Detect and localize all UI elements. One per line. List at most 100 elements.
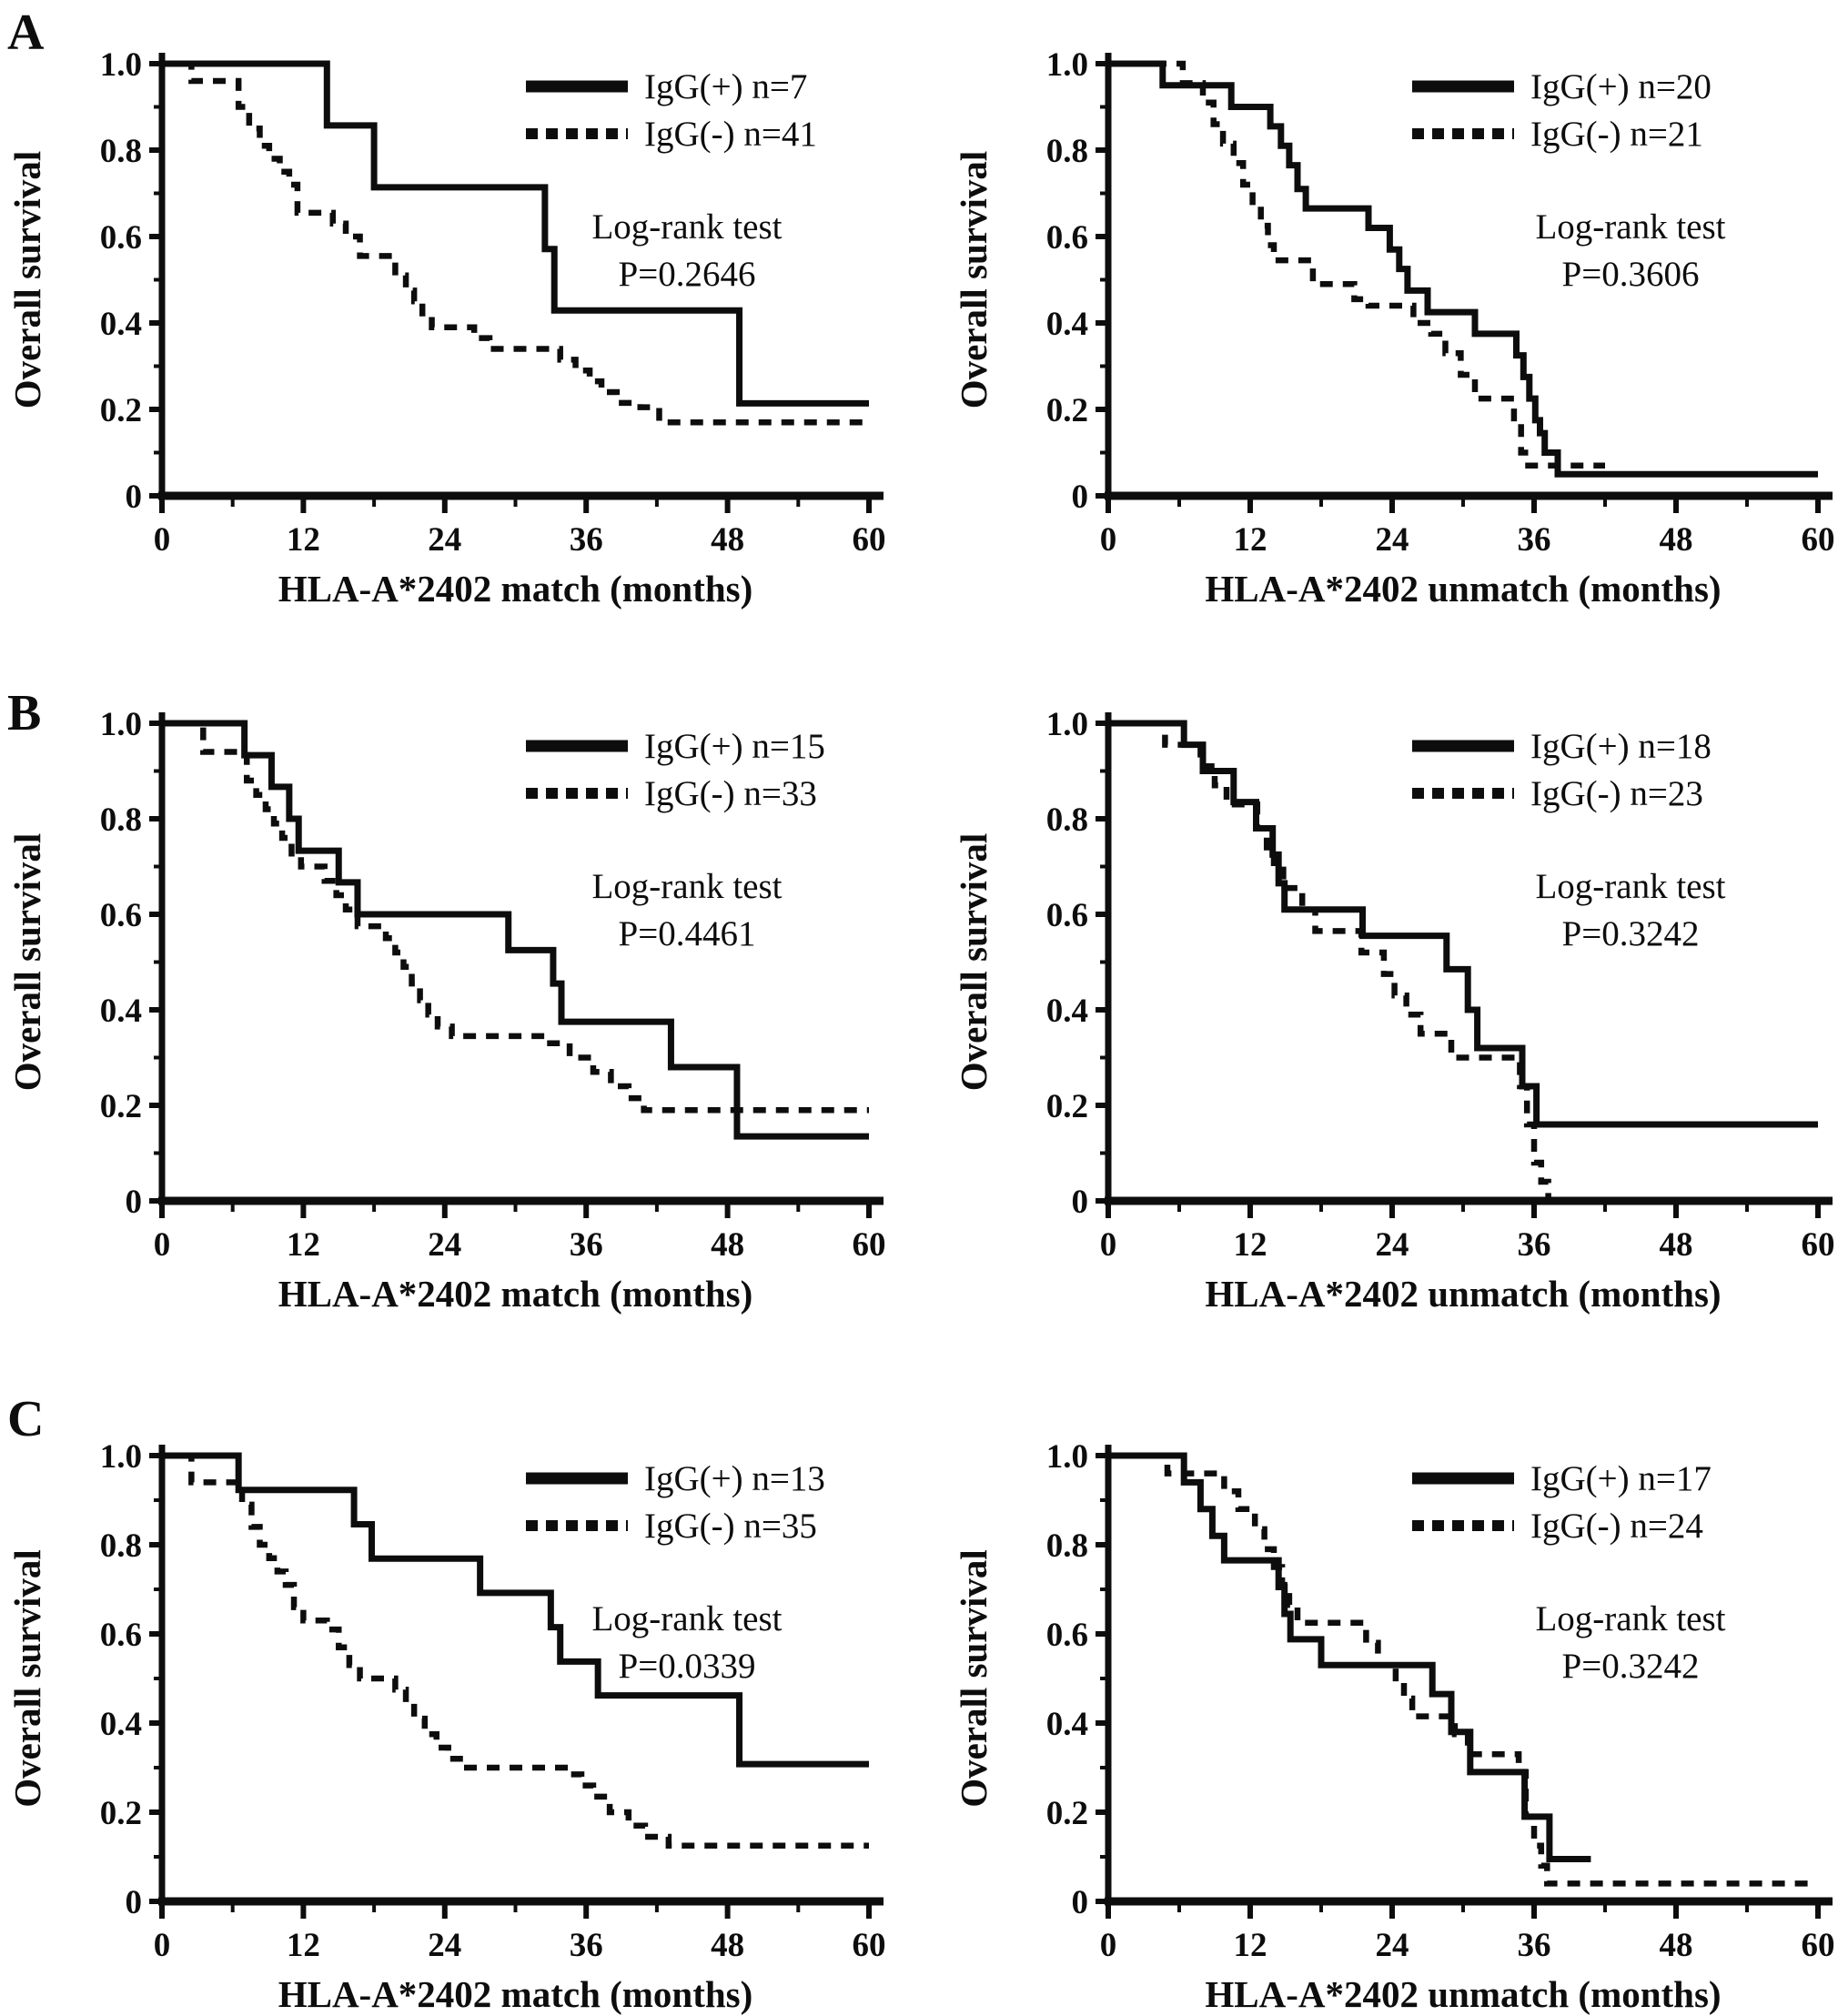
x-tick-label: 36 — [1518, 1927, 1551, 1964]
km-curve-igg-positive — [1108, 60, 1818, 478]
x-tick-label: 36 — [570, 521, 603, 559]
x-tick-label: 12 — [1234, 1226, 1267, 1264]
x-tick-label: 36 — [1518, 1226, 1551, 1264]
y-tick-label: 0.2 — [100, 1795, 142, 1832]
y-tick-label: 0.4 — [100, 1706, 142, 1743]
x-axis-title: HLA-A*2402 unmatch (months) — [1205, 1273, 1721, 1315]
x-axis-title: HLA-A*2402 unmatch (months) — [1205, 568, 1721, 610]
legend-label: IgG(+) n=15 — [644, 727, 825, 766]
y-tick-label: 0 — [1072, 479, 1089, 516]
km-curve-igg-negative — [162, 60, 869, 426]
y-tick-label: 0.2 — [100, 392, 142, 429]
y-tick-label: 0 — [126, 1884, 143, 1921]
stat-p-value: P=0.2646 — [619, 255, 756, 294]
y-tick-label: 1.0 — [100, 46, 142, 84]
x-tick-label: 12 — [287, 1226, 320, 1264]
x-tick-label: 24 — [1376, 521, 1409, 559]
y-tick-label: 0 — [1072, 1884, 1089, 1921]
x-axis-title: HLA-A*2402 match (months) — [278, 1973, 753, 2015]
km-plot-c-match: 0 12 24 36 48 60 1.0 0.8 0.6 0.4 0.2 0 HLA-A*2402 ma… — [6, 1438, 886, 2015]
stat-p-value: P=0.0339 — [619, 1647, 756, 1686]
legend-label: IgG(-) n=21 — [1530, 115, 1703, 154]
x-tick-label: 60 — [1802, 1226, 1835, 1264]
stat-test-name: Log-rank test — [1535, 1599, 1725, 1638]
x-tick-label: 60 — [853, 1226, 886, 1264]
km-curve-igg-negative — [1108, 60, 1605, 469]
x-tick-label: 12 — [1234, 1927, 1267, 1964]
stat-p-value: P=0.3242 — [1562, 1647, 1700, 1686]
legend-label: IgG(+) n=17 — [1530, 1459, 1712, 1498]
x-tick-label: 60 — [1802, 1927, 1835, 1964]
legend-label: IgG(+) n=18 — [1530, 727, 1712, 766]
x-tick-label: 36 — [1518, 521, 1551, 559]
km-curve-igg-negative — [1108, 720, 1551, 1201]
x-tick-label: 0 — [1100, 521, 1117, 559]
km-curve-igg-positive — [162, 60, 869, 407]
y-tick-label: 0.2 — [100, 1088, 142, 1125]
stat-p-value: P=0.3242 — [1562, 914, 1700, 953]
y-tick-label: 0.6 — [100, 219, 142, 257]
y-tick-label: 0 — [1072, 1184, 1089, 1221]
x-tick-label: 60 — [1802, 521, 1835, 559]
km-plot-b-match: 0 12 24 36 48 60 1.0 0.8 0.6 0.4 0.2 0 HLA-A*2402 ma… — [6, 706, 886, 1315]
y-tick-label: 0.2 — [1046, 1795, 1088, 1832]
x-tick-label: 60 — [853, 1927, 886, 1964]
y-tick-label: 1.0 — [100, 1438, 142, 1476]
x-tick-label: 12 — [1234, 521, 1267, 559]
legend-label: IgG(-) n=35 — [644, 1507, 817, 1546]
y-tick-label: 0.6 — [1046, 897, 1088, 934]
km-curve-igg-negative — [162, 1452, 869, 1849]
x-tick-label: 0 — [1100, 1226, 1117, 1264]
y-axis-title: Overall survival — [6, 1549, 48, 1808]
legend-label: IgG(+) n=13 — [644, 1459, 825, 1498]
x-axis-title: HLA-A*2402 match (months) — [278, 568, 753, 610]
panel-letter-a: A — [7, 5, 45, 61]
y-tick-label: 0.4 — [100, 993, 142, 1030]
km-curve-igg-positive — [1108, 1452, 1591, 1862]
km-plot-c-unmatch: 0 12 24 36 48 60 1.0 0.8 0.6 0.4 0.2 0 HLA-A*2402 un… — [953, 1438, 1835, 2015]
y-axis-title: Overall survival — [953, 1549, 995, 1808]
km-curve-igg-positive — [1108, 720, 1818, 1128]
x-axis-title: HLA-A*2402 match (months) — [278, 1273, 753, 1315]
km-plot-b-unmatch: 0 12 24 36 48 60 1.0 0.8 0.6 0.4 0.2 0 HLA-A*2402 un… — [953, 706, 1835, 1315]
y-tick-label: 1.0 — [1046, 1438, 1088, 1476]
y-tick-label: 0.8 — [100, 801, 142, 839]
x-tick-label: 24 — [1376, 1927, 1409, 1964]
y-axis-title: Overall survival — [6, 833, 48, 1092]
x-tick-label: 24 — [428, 521, 461, 559]
x-tick-label: 12 — [287, 1927, 320, 1964]
y-tick-label: 0.4 — [1046, 306, 1088, 343]
x-tick-label: 48 — [1660, 1927, 1693, 1964]
legend-label: IgG(-) n=23 — [1530, 774, 1703, 813]
y-tick-label: 1.0 — [1046, 706, 1088, 743]
y-tick-label: 0.8 — [1046, 133, 1088, 170]
x-tick-label: 48 — [711, 521, 744, 559]
y-axis-title: Overall survival — [6, 151, 48, 409]
y-tick-label: 0.6 — [100, 1617, 142, 1654]
x-tick-label: 0 — [154, 1927, 171, 1964]
y-tick-label: 0.8 — [1046, 1527, 1088, 1565]
km-curve-igg-positive — [162, 1452, 869, 1768]
stat-p-value: P=0.4461 — [619, 914, 756, 953]
km-plot-a-unmatch: 0 12 24 36 48 60 1.0 0.8 0.6 0.4 0.2 0 HLA-A*2402 un… — [953, 46, 1835, 610]
x-tick-label: 24 — [1376, 1226, 1409, 1264]
x-tick-label: 0 — [1100, 1927, 1117, 1964]
y-tick-label: 1.0 — [100, 706, 142, 743]
x-tick-label: 36 — [570, 1927, 603, 1964]
y-tick-label: 0.8 — [1046, 801, 1088, 839]
stat-test-name: Log-rank test — [1535, 867, 1725, 906]
y-tick-label: 0.6 — [100, 897, 142, 934]
legend-label: IgG(+) n=20 — [1530, 67, 1712, 106]
x-tick-label: 48 — [711, 1226, 744, 1264]
km-plot-a-match: 0 12 24 36 48 60 1.0 0.8 0.6 0.4 0.2 0 HLA-A*2402 ma… — [6, 46, 886, 610]
stat-test-name: Log-rank test — [591, 207, 782, 247]
km-curve-igg-negative — [162, 720, 869, 1114]
legend-label: IgG(-) n=24 — [1530, 1507, 1703, 1546]
y-tick-label: 0 — [126, 479, 143, 516]
y-tick-label: 0.4 — [1046, 993, 1088, 1030]
stat-test-name: Log-rank test — [1535, 207, 1725, 247]
y-tick-label: 0.2 — [1046, 1088, 1088, 1125]
x-tick-label: 24 — [428, 1226, 461, 1264]
